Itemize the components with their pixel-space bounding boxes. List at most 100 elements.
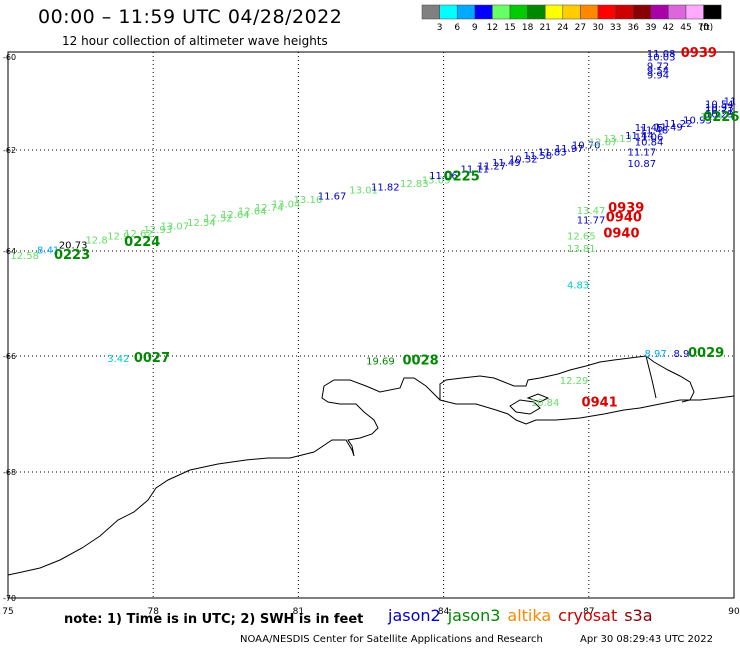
page-title: 00:00 – 11:59 UTC 04/28/2022 (38, 6, 343, 28)
pass-time-label: 0028 (402, 354, 438, 369)
legend-swatch (615, 4, 634, 20)
satellite-jason2: jason2 (388, 606, 441, 625)
legend-swatch (597, 4, 616, 20)
wave-height-label: 12.64 (221, 210, 250, 221)
pass-time-label: 0940 (603, 226, 639, 241)
wave-height-label: 10.93 (705, 103, 734, 114)
wave-height-label: 13.05 (422, 175, 451, 186)
wave-height-label: 10.29 (705, 109, 734, 120)
wave-height-label: 11.49 (654, 122, 683, 133)
wave-height-color-legend: 3 6 9 12 15 18 21 24 27 30 33 36 39 42 45 70(ft) (421, 4, 722, 33)
legend-swatch (492, 4, 511, 20)
wave-height-label: 13.07 (160, 221, 189, 232)
wave-height-label: 10.54 (705, 100, 734, 111)
pass-time-label: 0941 (582, 395, 618, 410)
wave-height-label: 10.03 (647, 52, 676, 63)
wave-height-label: 19.69 (366, 357, 395, 368)
wave-height-label: 12.62 (124, 229, 153, 240)
wave-height-label: 11.11 (461, 165, 490, 176)
wave-height-label: 12.74 (255, 203, 284, 214)
wave-height-label: 10.84 (635, 137, 664, 148)
wave-height-label: 8.9 (674, 349, 690, 360)
page-subtitle: 12 hour collection of altimeter wave hei… (62, 34, 328, 48)
lon-tick-label: 78 (147, 607, 159, 617)
pass-time-label: 0225 (444, 169, 480, 184)
wave-height-label: 12.93 (144, 225, 173, 236)
legend-swatch (650, 4, 669, 20)
legend-unit: (ft) (700, 23, 714, 33)
legend-bin-label: 18 (522, 23, 534, 33)
lon-tick-label: 90 (728, 607, 740, 617)
pass-time-label: 0027 (134, 351, 170, 366)
wave-height-label: 11.82 (371, 182, 400, 193)
legend-bin-label: 45 (680, 23, 691, 33)
legend-bin-label: 24 (557, 23, 569, 33)
wave-height-label: 11.08 (647, 49, 676, 60)
wave-height-label: 11.58 (523, 151, 552, 162)
wave-height-label: 13.47 (577, 206, 606, 217)
coastline-inlet (645, 355, 657, 399)
legend-swatch (632, 4, 652, 20)
antarctic-coastline (7, 377, 735, 576)
footer-credit: NOAA/NESDIS Center for Satellite Applica… (240, 634, 543, 645)
wave-height-label: 11.67 (318, 191, 347, 202)
lat-tick-label: -66 (3, 352, 16, 361)
wave-height-label: 8.41 (37, 246, 59, 257)
wave-height-label: 11.48 (640, 126, 669, 137)
wave-height-label: 13.04 (272, 200, 301, 211)
legend-bin-label: 42 (663, 23, 674, 33)
map-graticule (8, 52, 734, 598)
wave-height-label: 13.01 (349, 185, 378, 196)
wave-height-label: 10.70 (572, 141, 601, 152)
coastline-headland (439, 355, 695, 403)
pass-time-label: 0939 (608, 201, 644, 216)
lat-tick-label: -62 (3, 146, 16, 155)
wave-height-label: 20.73 (59, 240, 88, 251)
legend-swatch (580, 4, 599, 20)
wave-height-label: 12.9 (700, 112, 722, 123)
wave-height-label: 9.72 (647, 62, 669, 73)
wave-height-label: 9.94 (647, 70, 669, 81)
lon-tick-label: 84 (438, 607, 450, 617)
wave-height-label: 11.06 (429, 171, 458, 182)
wave-height-label: 12.29 (560, 376, 589, 387)
footer-note: note: 1) Time is in UTC; 2) SWH is in fe… (64, 612, 364, 627)
lon-tick-label: 87 (583, 607, 594, 617)
footer-generated-date: Apr 30 08:29:43 UTC 2022 (580, 634, 713, 645)
wave-height-label: 9.54 (647, 66, 669, 77)
wave-height-label: 12.64 (238, 207, 267, 218)
wave-height-label: 13.81 (567, 244, 596, 255)
pass-time-label: 0224 (124, 235, 160, 250)
legend-bin-label: 27 (575, 23, 586, 33)
wave-height-label: 12.65 (567, 231, 596, 242)
wave-height-label: 11.49 (492, 158, 521, 169)
pass-time-label: 0940 (606, 211, 642, 226)
legend-bin-label: 15 (504, 23, 515, 33)
wave-height-label: 12.9 (107, 231, 129, 242)
legend-bin-label: 70 (698, 23, 710, 33)
wave-height-label: 12.54 (187, 218, 216, 229)
lat-tick-label: -68 (3, 468, 16, 477)
legend-bin-label: 21 (539, 23, 550, 33)
wave-height-label: 11.44 (625, 131, 654, 142)
wave-height-label: 12.52 (204, 214, 233, 225)
wave-height-label: 10.87 (628, 159, 657, 170)
legend-bin-label: 9 (472, 23, 478, 33)
satellite-legend: jason2 jason3 altika cryosat s3a (388, 606, 660, 625)
legend-bin-label: 30 (592, 23, 604, 33)
wave-height-label: 11.22 (664, 119, 693, 130)
wave-height-label: 8.97 (644, 349, 666, 360)
wave-height-label: 13.16 (294, 195, 323, 206)
wave-height-label: 11.06 (635, 133, 664, 144)
pass-time-label: 0226 (703, 110, 739, 125)
wave-height-label: 3.42 (107, 354, 129, 365)
satellite-altika: altika (507, 606, 552, 625)
legend-swatch (421, 4, 440, 20)
wave-height-label: 11.17 (628, 148, 657, 159)
wave-height-label: 11 (724, 96, 737, 107)
legend-swatch (456, 4, 476, 20)
legend-bin-label: 6 (454, 23, 460, 33)
